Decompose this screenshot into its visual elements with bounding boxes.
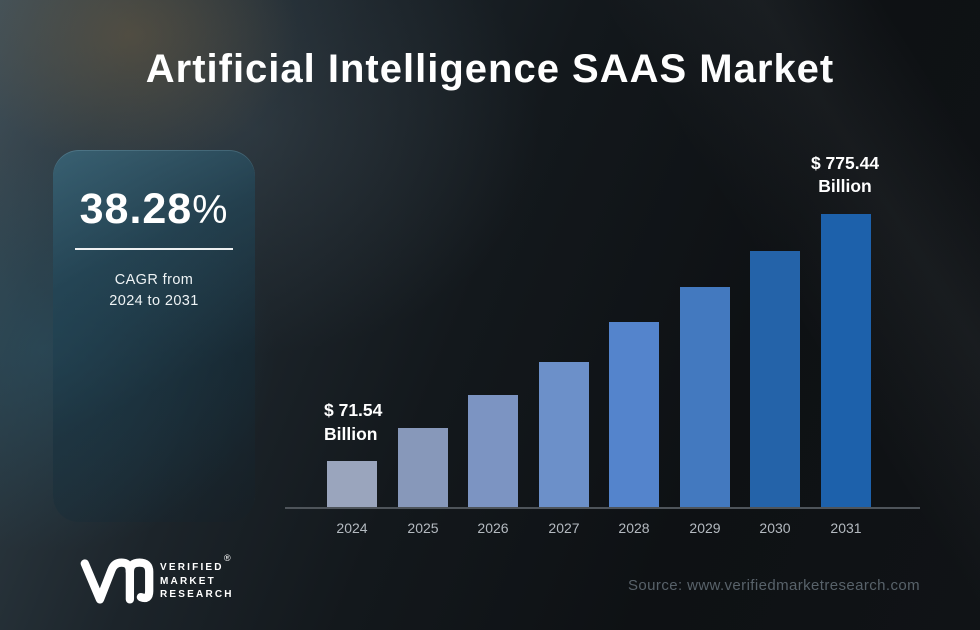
bar-2025	[398, 428, 448, 507]
cagr-caption-line1: CAGR from	[114, 272, 194, 288]
bar-2031	[821, 214, 871, 507]
cagr-number: 38.28	[79, 185, 193, 233]
bar-2027	[539, 362, 589, 507]
bar-2030	[750, 251, 800, 507]
logo-wordmark: VERIFIED MARKET RESEARCH	[160, 561, 234, 602]
first-bar-amount: $ 71.54	[324, 400, 383, 420]
cagr-value: 38.28%	[53, 186, 255, 233]
cagr-card: 38.28% CAGR from 2024 to 2031	[53, 150, 255, 522]
cagr-caption: CAGR from 2024 to 2031	[53, 270, 255, 312]
cagr-divider	[75, 248, 233, 250]
vmr-monogram-icon	[80, 558, 154, 604]
vmr-logo: VERIFIED MARKET RESEARCH ®	[80, 553, 250, 605]
bar-2029	[680, 287, 730, 507]
last-bar-unit: Billion	[818, 176, 872, 196]
last-bar-value-label: $ 775.44 Billion	[765, 152, 925, 198]
bar-2024	[327, 461, 377, 507]
logo-word-market: MARKET	[160, 575, 216, 587]
logo-word-verified: VERIFIED	[160, 562, 224, 573]
last-bar-amount: $ 775.44	[810, 153, 880, 173]
year-label-2026: 2026	[477, 520, 509, 536]
year-label-2027: 2027	[548, 520, 580, 536]
year-label-2029: 2029	[689, 520, 721, 536]
year-label-2025: 2025	[407, 520, 439, 536]
first-bar-unit: Billion	[324, 424, 378, 444]
page-title: Artificial Intelligence SAAS Market	[145, 47, 835, 91]
cagr-caption-line2: 2024 to 2031	[109, 293, 199, 309]
bar-2026	[468, 395, 518, 507]
year-label-2024: 2024	[336, 520, 368, 536]
bar-2028	[609, 322, 659, 507]
logo-word-research: RESEARCH	[160, 589, 234, 600]
year-label-2030: 2030	[759, 520, 791, 536]
year-label-2031: 2031	[830, 520, 862, 536]
bar-chart: 2024 2025 2026 2027 2028 2029 2030 2031	[285, 140, 930, 536]
registered-trademark-icon: ®	[224, 553, 231, 563]
cagr-percent-sign: %	[192, 188, 229, 232]
first-bar-value-label: $ 71.54 Billion	[324, 398, 382, 446]
chart-axis	[285, 507, 920, 509]
year-label-2028: 2028	[618, 520, 650, 536]
source-text: Source: www.verifiedmarketresearch.com	[628, 577, 920, 594]
